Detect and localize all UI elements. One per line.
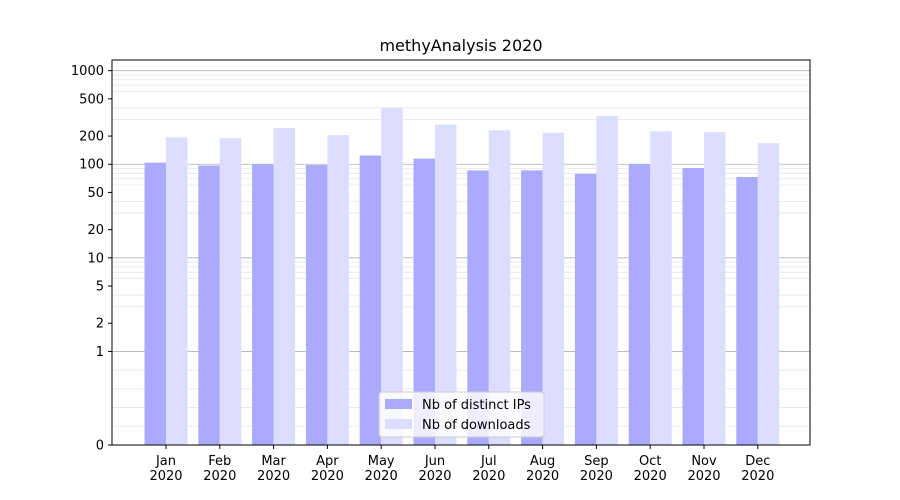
bar — [542, 132, 565, 445]
bar — [435, 124, 457, 445]
bar — [252, 164, 274, 445]
bar — [359, 155, 382, 445]
bar — [327, 135, 349, 445]
y-tick-label: 2 — [96, 317, 104, 332]
y-tick-label: 50 — [87, 186, 104, 201]
bar — [273, 127, 296, 446]
bar — [198, 165, 220, 446]
legend-label: Nb of distinct IPs — [422, 398, 531, 413]
y-tick-label: 5 — [96, 280, 104, 295]
bar — [521, 170, 543, 445]
x-tick-label: Apr 2020 — [311, 454, 344, 484]
plot-frame — [111, 59, 811, 446]
x-tick-label: Feb 2020 — [203, 454, 236, 484]
bar — [574, 173, 597, 446]
legend-box — [378, 391, 545, 438]
y-tick-label: 100 — [79, 158, 104, 173]
bars — [144, 108, 780, 446]
legend-swatch — [385, 399, 412, 409]
x-tick-label: Jan 2020 — [149, 454, 182, 484]
legend-swatch — [385, 419, 412, 429]
y-tick-label: 1000 — [71, 64, 104, 79]
y-axis: 0 1 2 5 10 20 50 100 200 500 1000 — [71, 64, 112, 454]
bar — [467, 170, 489, 445]
bar — [736, 177, 758, 446]
bar — [381, 108, 403, 446]
x-tick-label: May 2020 — [365, 454, 398, 484]
bar — [704, 132, 726, 445]
x-tick-label: Mar 2020 — [257, 454, 290, 484]
y-tick-label: 20 — [87, 223, 104, 238]
x-tick-label: Jul 2020 — [472, 454, 505, 484]
y-tick-label: 1 — [96, 345, 104, 360]
bar — [682, 168, 704, 445]
legend-label: Nb of downloads — [422, 418, 531, 433]
x-tick-label: Aug 2020 — [526, 454, 559, 484]
x-tick-label: Dec 2020 — [741, 454, 774, 484]
y-tick-label: 500 — [79, 92, 104, 107]
y-tick-label: 0 — [96, 439, 104, 454]
bar — [628, 164, 651, 445]
bar — [757, 143, 780, 445]
bar — [144, 162, 166, 445]
bar — [413, 158, 435, 445]
bar — [305, 165, 328, 445]
bar — [650, 131, 672, 445]
x-tick-label: Sep 2020 — [580, 454, 613, 484]
bar — [596, 116, 618, 446]
bar — [219, 138, 242, 446]
x-tick-label: Nov 2020 — [687, 454, 720, 484]
x-axis: Jan 2020 Feb 2020 Mar 2020 Apr 2020 May 2020 Jun 20… — [149, 445, 774, 484]
x-tick-label: Jun 2020 — [418, 454, 451, 484]
legend: Nb of distinct IPs Nb of downloads — [378, 391, 545, 438]
bar — [488, 130, 511, 446]
x-tick-label: Oct 2020 — [634, 454, 667, 484]
y-tick-label: 200 — [79, 130, 104, 145]
bar — [166, 137, 188, 445]
y-tick-label: 10 — [87, 251, 104, 266]
chart-title: methyAnalysis 2020 — [379, 36, 542, 55]
